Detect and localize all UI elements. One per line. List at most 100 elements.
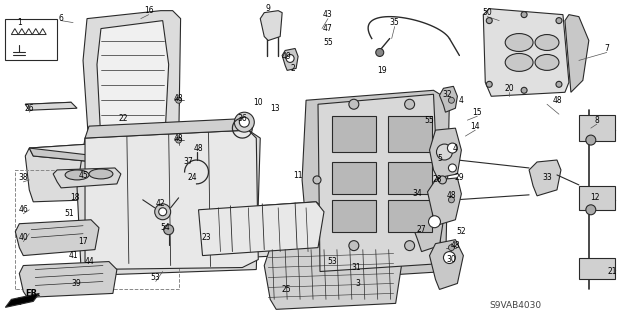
Text: 47: 47	[323, 24, 333, 33]
Polygon shape	[89, 140, 180, 162]
Bar	[579, 115, 614, 141]
Text: 43: 43	[323, 10, 333, 19]
Text: 44: 44	[84, 257, 94, 266]
Text: 20: 20	[504, 84, 514, 93]
Polygon shape	[264, 240, 404, 309]
Ellipse shape	[505, 33, 533, 51]
Text: 25: 25	[282, 285, 291, 294]
Text: 16: 16	[144, 6, 154, 15]
Text: 18: 18	[70, 193, 80, 202]
Polygon shape	[429, 128, 461, 178]
Polygon shape	[318, 94, 442, 271]
Bar	[579, 257, 614, 279]
Bar	[388, 116, 431, 152]
Circle shape	[449, 197, 454, 203]
Polygon shape	[77, 130, 260, 276]
Polygon shape	[19, 262, 117, 297]
Circle shape	[521, 12, 527, 18]
Bar	[332, 200, 376, 232]
Text: 5: 5	[437, 153, 442, 162]
Circle shape	[239, 117, 250, 127]
Text: 41: 41	[68, 251, 78, 260]
Bar	[332, 116, 376, 152]
Circle shape	[449, 97, 454, 103]
Text: 33: 33	[542, 174, 552, 182]
Circle shape	[521, 87, 527, 93]
Circle shape	[404, 241, 415, 251]
Polygon shape	[85, 130, 259, 270]
Polygon shape	[260, 11, 282, 41]
Text: 3: 3	[355, 279, 360, 288]
Circle shape	[175, 97, 182, 103]
Text: 4: 4	[459, 96, 464, 105]
Text: 24: 24	[188, 174, 197, 182]
Ellipse shape	[65, 170, 89, 180]
Polygon shape	[282, 48, 298, 70]
Text: 4: 4	[453, 144, 458, 152]
Polygon shape	[85, 118, 252, 138]
Text: 15: 15	[472, 108, 482, 117]
Text: 48: 48	[447, 191, 456, 200]
Text: 1: 1	[17, 18, 22, 27]
Circle shape	[438, 176, 447, 184]
Text: 6: 6	[59, 14, 63, 23]
Circle shape	[286, 55, 294, 63]
Text: 48: 48	[451, 241, 460, 250]
Polygon shape	[412, 208, 444, 252]
Text: 50: 50	[483, 8, 492, 17]
Polygon shape	[565, 15, 589, 92]
Polygon shape	[5, 293, 39, 307]
Text: 29: 29	[454, 174, 464, 182]
Text: 48: 48	[194, 144, 204, 152]
Circle shape	[556, 18, 562, 24]
Polygon shape	[428, 178, 461, 226]
Text: 49: 49	[281, 52, 291, 61]
Polygon shape	[29, 148, 148, 166]
Ellipse shape	[89, 169, 113, 179]
Text: 7: 7	[604, 44, 609, 53]
Bar	[5, 19, 57, 60]
Text: 55: 55	[425, 116, 435, 125]
Text: 36: 36	[237, 114, 247, 123]
Circle shape	[159, 208, 166, 216]
Circle shape	[556, 81, 562, 87]
Text: 21: 21	[608, 267, 618, 276]
Ellipse shape	[535, 34, 559, 50]
Polygon shape	[53, 168, 121, 188]
Bar	[332, 162, 376, 194]
Text: 52: 52	[456, 227, 466, 236]
Circle shape	[404, 99, 415, 109]
Polygon shape	[83, 11, 180, 156]
Circle shape	[586, 135, 596, 145]
Text: 22: 22	[118, 114, 127, 123]
Circle shape	[449, 245, 454, 251]
Polygon shape	[15, 220, 99, 256]
Circle shape	[486, 18, 492, 24]
Circle shape	[234, 112, 254, 132]
Text: 23: 23	[202, 233, 211, 242]
Bar	[579, 186, 614, 210]
Polygon shape	[529, 160, 561, 196]
Text: 46: 46	[19, 205, 28, 214]
Polygon shape	[29, 140, 161, 166]
Text: 19: 19	[377, 66, 387, 75]
Text: FR.: FR.	[26, 289, 41, 298]
Ellipse shape	[535, 55, 559, 70]
Circle shape	[447, 143, 458, 153]
Text: 26: 26	[24, 104, 34, 113]
Text: 27: 27	[417, 225, 426, 234]
Text: S9VAB4030: S9VAB4030	[489, 301, 541, 310]
Circle shape	[376, 48, 384, 56]
Text: 31: 31	[351, 263, 361, 272]
Circle shape	[429, 216, 440, 228]
Circle shape	[444, 252, 456, 263]
Text: 48: 48	[552, 96, 562, 105]
Polygon shape	[483, 9, 569, 96]
Circle shape	[349, 99, 359, 109]
Text: 28: 28	[433, 175, 442, 184]
Text: 13: 13	[270, 104, 280, 113]
Polygon shape	[26, 102, 77, 110]
Polygon shape	[302, 90, 449, 279]
Circle shape	[436, 144, 452, 160]
Text: 55: 55	[323, 38, 333, 47]
